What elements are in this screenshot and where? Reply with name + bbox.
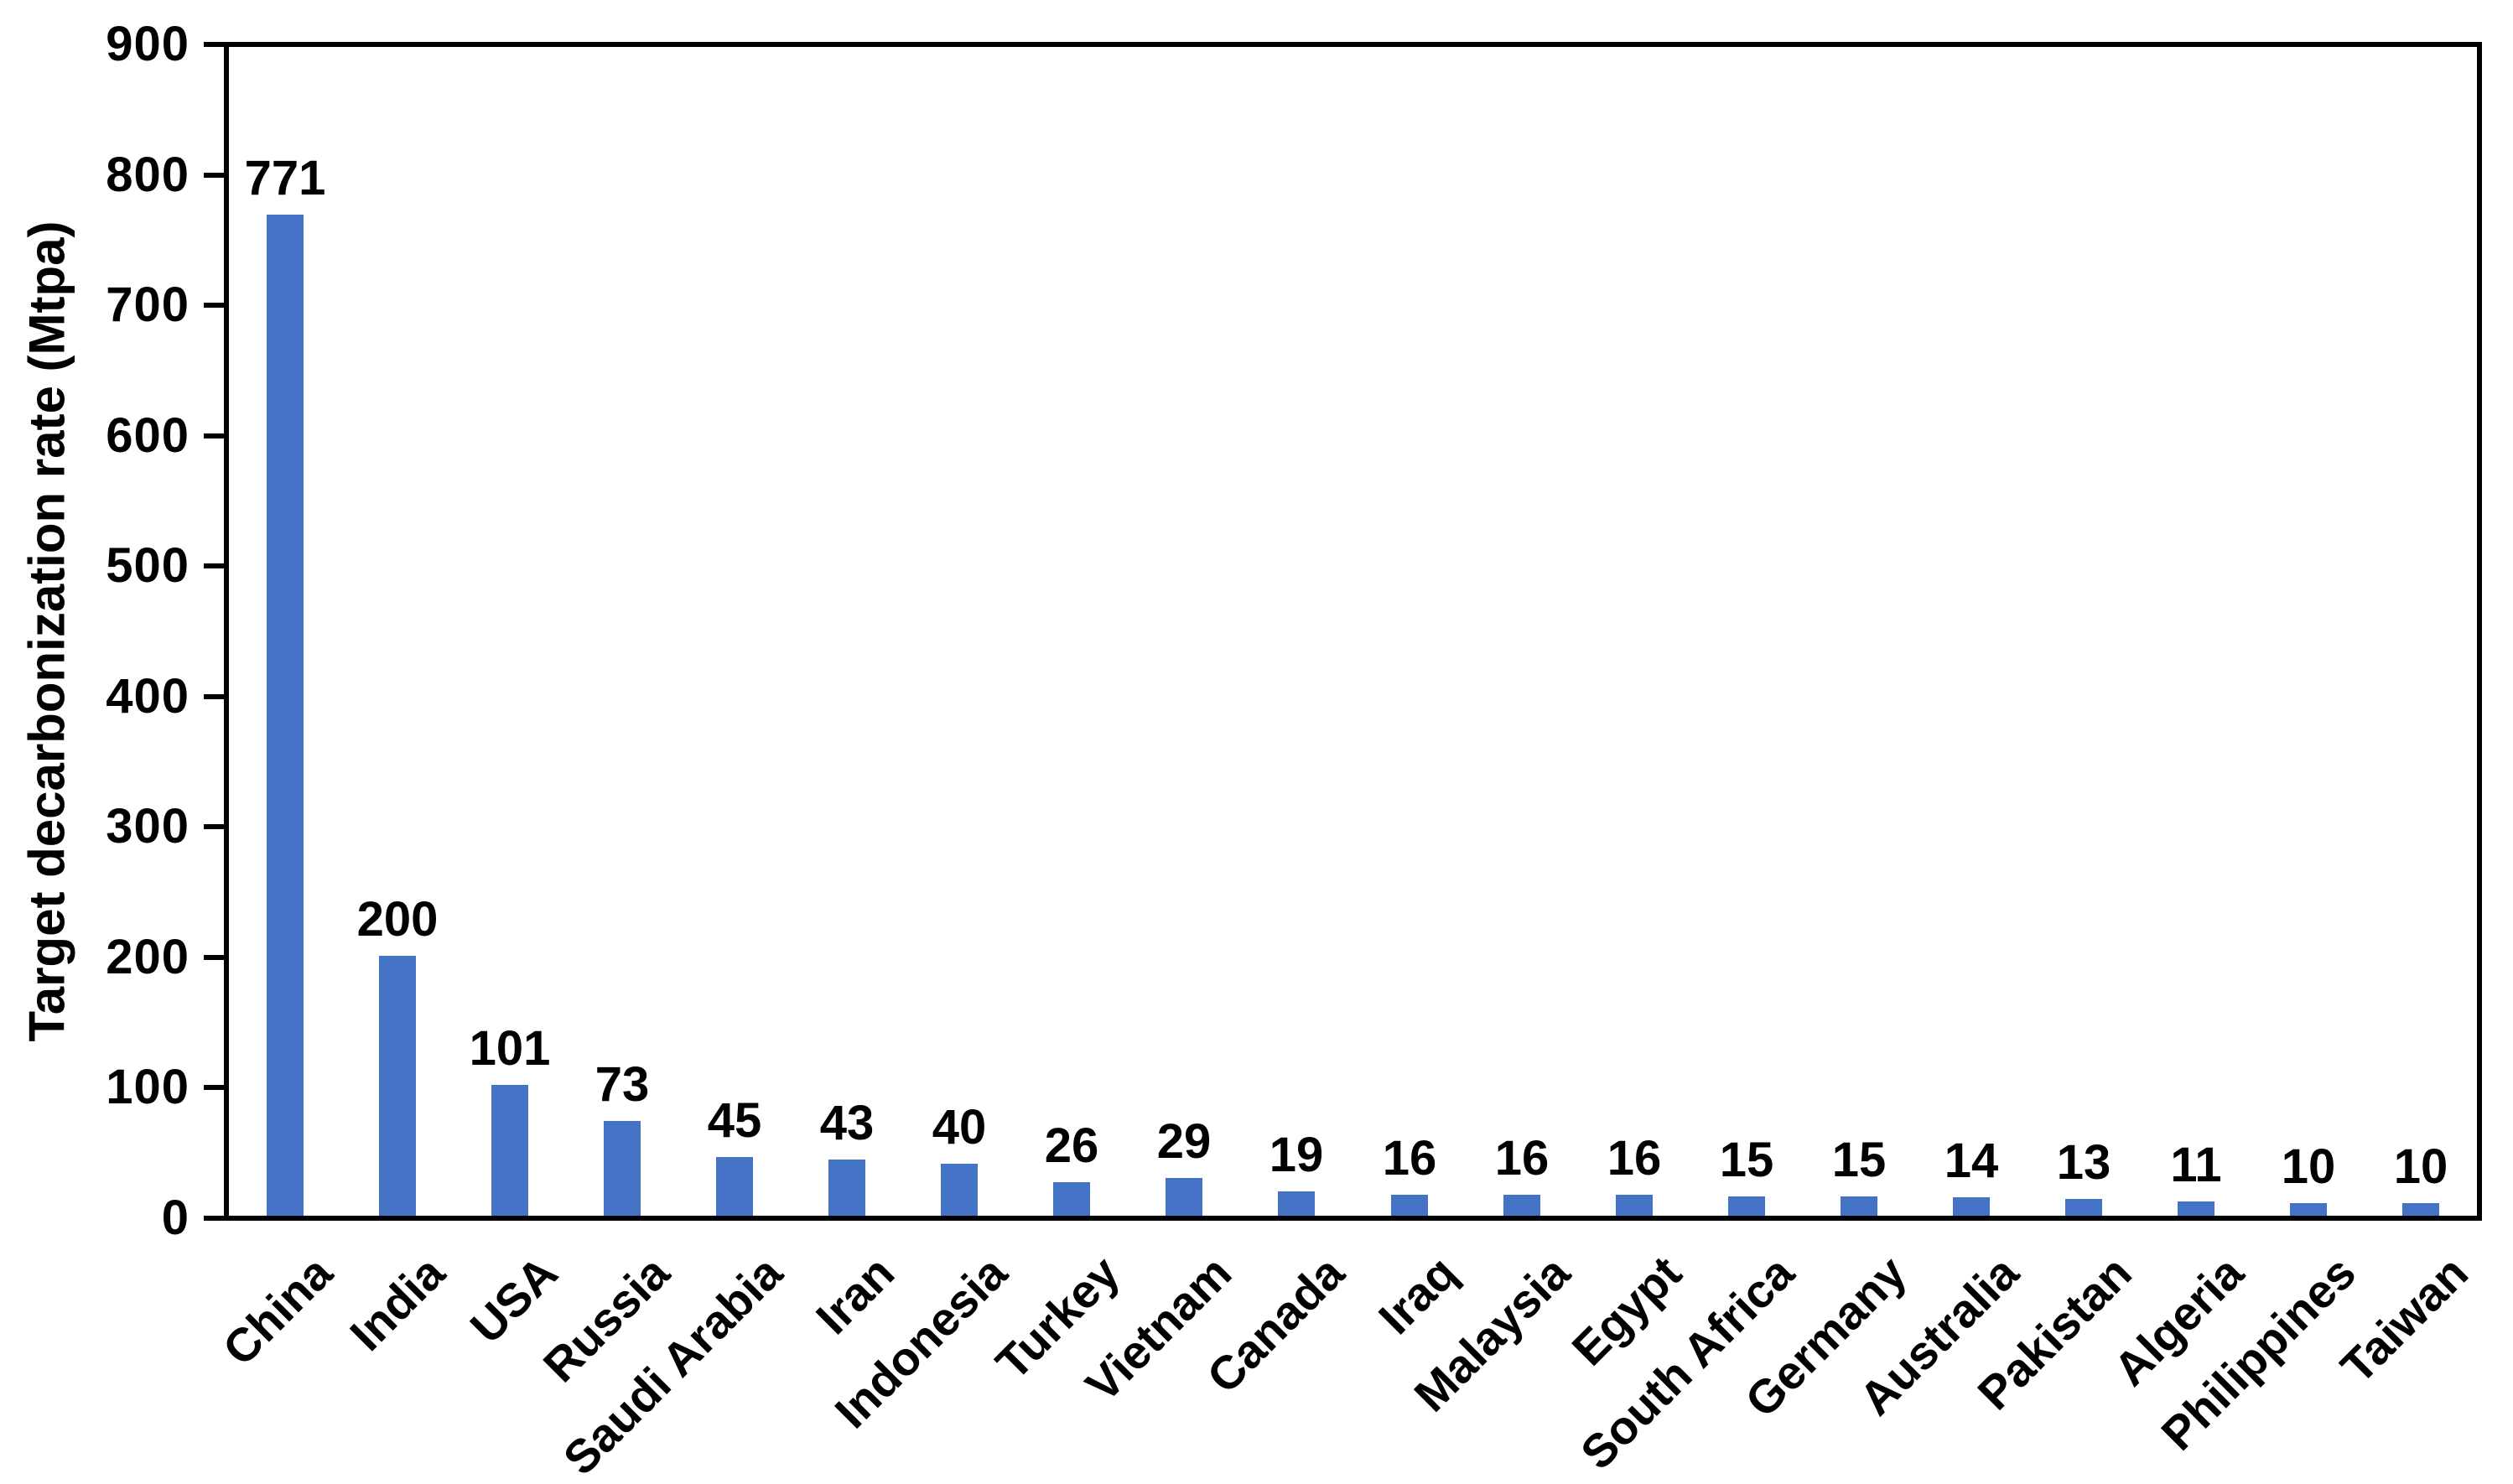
bar-value-label: 14 xyxy=(1944,1134,1999,1188)
y-tick-mark xyxy=(204,693,224,699)
bar-value-label: 45 xyxy=(707,1093,762,1148)
bar xyxy=(379,956,416,1216)
bar-value-label: 16 xyxy=(1494,1131,1550,1186)
y-tick-mark xyxy=(204,954,224,960)
y-tick-mark xyxy=(204,563,224,569)
bar-value-label: 16 xyxy=(1607,1131,1662,1186)
bar xyxy=(828,1160,865,1216)
bar xyxy=(2065,1199,2102,1216)
plot-area xyxy=(224,42,2482,1221)
bar-value-label: 19 xyxy=(1269,1128,1324,1182)
x-category-label: China xyxy=(212,1245,343,1376)
y-tick-label: 700 xyxy=(106,278,190,333)
bar-value-label: 10 xyxy=(2281,1139,2336,1194)
bar-value-label: 10 xyxy=(2393,1139,2448,1194)
bar xyxy=(1728,1196,1765,1216)
y-tick-label: 0 xyxy=(161,1191,190,1245)
y-tick-label: 200 xyxy=(106,929,190,984)
bar xyxy=(1841,1196,1877,1216)
y-tick-mark xyxy=(204,172,224,178)
bar xyxy=(1503,1195,1540,1216)
y-tick-label: 100 xyxy=(106,1060,190,1115)
bar xyxy=(267,215,304,1216)
y-axis-title: Target decarbonization rate (Mtpa) xyxy=(18,221,75,1042)
y-tick-mark xyxy=(204,42,224,47)
bar-value-label: 101 xyxy=(469,1021,551,1076)
y-tick-label: 400 xyxy=(106,668,190,724)
bar-value-label: 29 xyxy=(1156,1114,1212,1169)
bar-value-label: 26 xyxy=(1044,1118,1099,1173)
bar xyxy=(491,1085,528,1216)
bar-value-label: 15 xyxy=(1719,1133,1774,1187)
bar-value-label: 40 xyxy=(932,1100,987,1155)
y-tick-mark xyxy=(204,433,224,438)
y-tick-label: 900 xyxy=(106,17,190,71)
x-category-label: Taiwan xyxy=(2330,1245,2479,1393)
bar xyxy=(716,1157,753,1216)
bar xyxy=(941,1164,978,1216)
bar xyxy=(1953,1197,1990,1216)
x-category-label: Iraq xyxy=(1368,1245,1467,1345)
bar-value-label: 200 xyxy=(356,892,439,947)
y-tick-label: 800 xyxy=(106,147,190,202)
bar xyxy=(1391,1195,1428,1216)
x-category-label: Iran xyxy=(806,1245,905,1345)
bar xyxy=(2290,1203,2327,1216)
bar xyxy=(1616,1195,1653,1216)
bar xyxy=(1166,1178,1202,1216)
y-tick-label: 600 xyxy=(106,407,190,463)
bar-value-label: 771 xyxy=(244,151,326,205)
bar-value-label: 73 xyxy=(595,1057,650,1112)
bar-value-label: 15 xyxy=(1831,1133,1887,1187)
x-category-label: India xyxy=(340,1245,455,1361)
y-tick-mark xyxy=(204,1085,224,1091)
bar xyxy=(1278,1191,1315,1216)
bar xyxy=(2178,1201,2214,1216)
y-tick-mark xyxy=(204,303,224,309)
bar xyxy=(1053,1182,1090,1216)
bar xyxy=(2402,1203,2439,1216)
bar-value-label: 11 xyxy=(2170,1138,2222,1192)
y-tick-label: 300 xyxy=(106,799,190,854)
bar-value-label: 13 xyxy=(2056,1135,2111,1190)
bar-value-label: 16 xyxy=(1382,1131,1437,1186)
bar xyxy=(604,1121,641,1216)
y-tick-mark xyxy=(204,824,224,830)
bar-value-label: 43 xyxy=(819,1096,875,1150)
y-tick-mark xyxy=(204,1216,224,1221)
y-tick-label: 500 xyxy=(106,538,190,594)
